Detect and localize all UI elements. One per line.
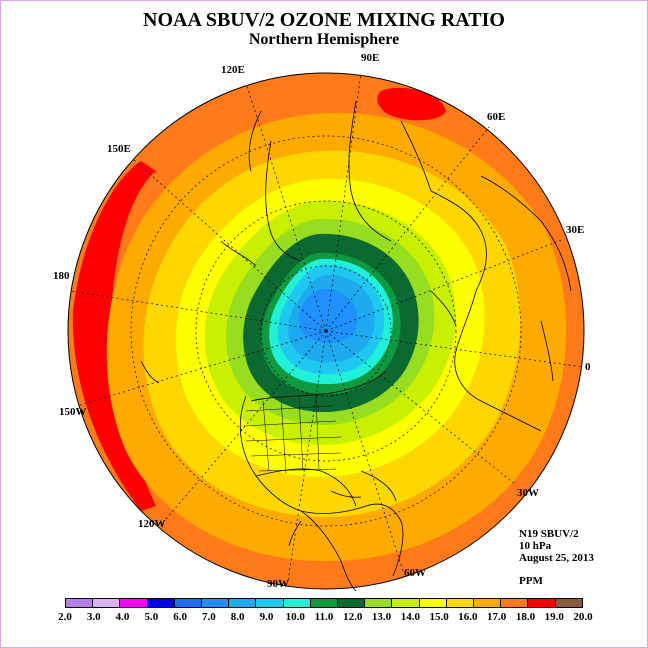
colorbar-tick-label: 18.0 (515, 611, 536, 623)
lon-label-150w: 150W (59, 406, 87, 418)
colorbar-tick-label: 3.0 (86, 611, 101, 623)
band-max-north (377, 87, 446, 121)
colorbar-tick-label: 11.0 (314, 611, 334, 623)
colorbar-tick-label: 20.0 (573, 611, 593, 623)
graticule (70, 72, 584, 582)
colorbar-segment (474, 599, 502, 607)
lon-label-120e: 120E (221, 64, 245, 76)
colorbar-segment (256, 599, 284, 607)
colorbar-tick-label: 15.0 (429, 611, 449, 623)
instrument-label: N19 SBUV/2 (519, 528, 579, 540)
info-block: N19 SBUV/2 10 hPa August 25, 2013 (519, 528, 594, 564)
colorbar-segment (283, 599, 311, 607)
map-boundary (67, 72, 585, 590)
colorbar-tick-label: 17.0 (487, 611, 507, 623)
colorbar-tick-label: 12.0 (343, 611, 363, 623)
colorbar-segment (66, 599, 94, 607)
colorbar-tick-label: 4.0 (115, 611, 130, 623)
band-max-west (72, 161, 156, 511)
lon-label-180: 180 (53, 270, 70, 282)
date-label: August 25, 2013 (519, 552, 594, 564)
colorbar-segment (229, 599, 257, 607)
colorbar-segment (555, 599, 582, 607)
colorbar-tick-label: 19.0 (544, 611, 564, 623)
colorbar-segment (202, 599, 230, 607)
chart-subtitle: Northern Hemisphere (248, 31, 400, 48)
colorbar (65, 598, 583, 608)
colorbar-segment (446, 599, 475, 607)
colorbar-segment (365, 599, 393, 607)
colorbar-tick-label: 14.0 (400, 611, 420, 623)
lon-label-90w: 90W (267, 578, 289, 590)
lon-label-90e: 90E (361, 52, 380, 64)
colorbar-segment (419, 599, 447, 607)
colorbar-segment (310, 599, 339, 607)
colorbar-tick-label: 16.0 (458, 611, 478, 623)
colorbar-segment (392, 599, 420, 607)
lon-label-0: 0 (585, 361, 591, 373)
colorbar-tick-label: 7.0 (202, 611, 216, 623)
colorbar-tick-label: 9.0 (259, 611, 274, 623)
colorbar-tick-label: 13.0 (371, 611, 392, 623)
colorbar-segment (528, 599, 556, 607)
colorbar-segment (338, 599, 366, 607)
colorbar-tick-label: 6.0 (173, 611, 187, 623)
colorbar-segment (501, 599, 529, 607)
lon-label-60e: 60E (487, 111, 506, 123)
colorbar-segment (93, 599, 121, 607)
pressure-level-label: 10 hPa (519, 540, 552, 552)
colorbar-segment (147, 599, 175, 607)
units-label: PPM (519, 575, 543, 587)
lon-label-30w: 30W (517, 487, 539, 499)
chart-title: NOAA SBUV/2 OZONE MIXING RATIO (143, 9, 505, 31)
colorbar-tick-label: 8.0 (230, 611, 245, 623)
colorbar-segment (120, 599, 148, 607)
lon-label-150e: 150E (107, 143, 131, 155)
lon-label-30e: 30E (566, 224, 585, 236)
colorbar-segment (174, 599, 203, 607)
usa-states-grid (243, 396, 342, 474)
colorbar-tick-label: 5.0 (144, 611, 159, 623)
lon-label-120w: 120W (138, 518, 166, 530)
colorbar-tick-label: 10.0 (285, 611, 305, 623)
lon-label-60w: 60W (404, 567, 426, 579)
colorbar-tick-label: 2.0 (58, 611, 72, 623)
